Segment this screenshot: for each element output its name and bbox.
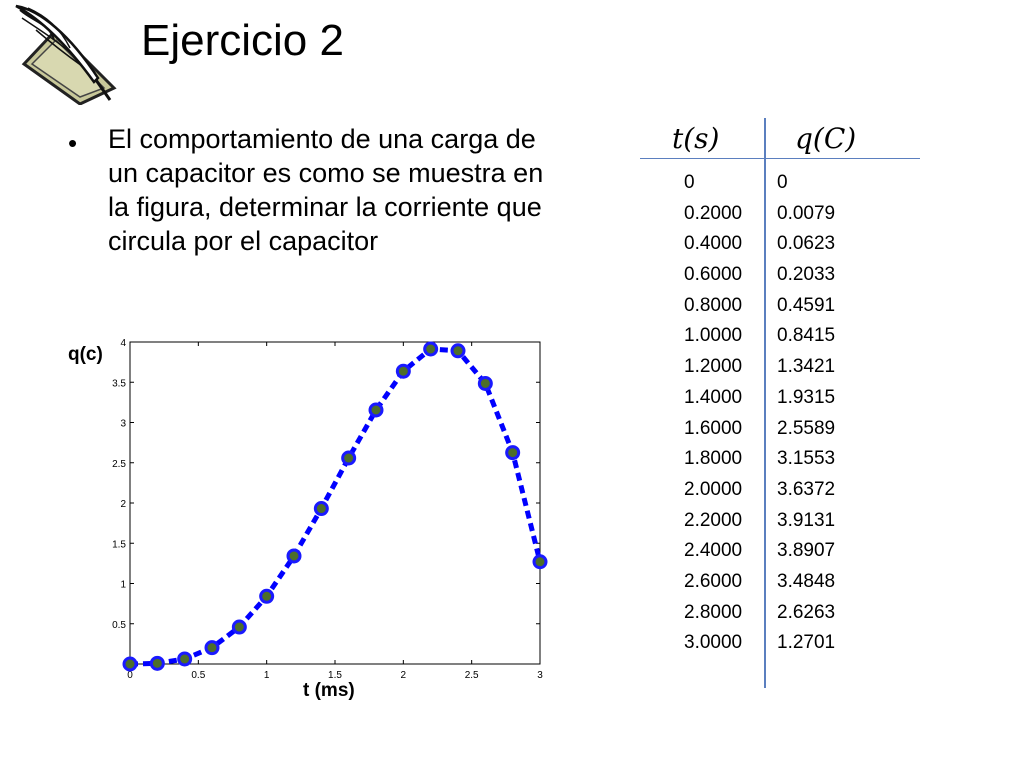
slide-title: Ejercicio 2 [141, 16, 344, 65]
y-tick-label-7: 4 [120, 338, 126, 349]
chart-y-label: q(c) [68, 344, 103, 365]
plot-frame [129, 341, 541, 665]
data-point-2 [177, 651, 193, 667]
table-cell-t-15: 3.0000 [684, 632, 743, 654]
data-point-15 [532, 554, 548, 570]
y-tick-label-5: 3 [120, 419, 126, 430]
table-column-t: 0 0.2000 0.4000 0.6000 0.8000 1.0000 1.2000 1.4… [684, 168, 742, 659]
y-tick-label-1: 1 [120, 580, 126, 591]
y-tick-label-3: 2 [120, 499, 126, 510]
table-cell-t-10: 2.0000 [684, 478, 743, 500]
table-cell-q-3: 0.2033 [777, 264, 836, 286]
x-tick-label-4: 2 [401, 670, 407, 681]
series-line-0 [129, 346, 543, 667]
x-tick-label-1: 0.5 [191, 670, 205, 681]
y-tick-label-0: 0.5 [112, 620, 126, 631]
table-cell-q-15: 1.2701 [777, 632, 836, 654]
table-cell-t-1: 0.2000 [684, 202, 743, 224]
table-header-t: t(s) [672, 122, 720, 155]
table-cell-q-8: 2.5589 [777, 417, 836, 439]
table-cell-t-5: 1.0000 [684, 325, 743, 347]
table-cell-q-14: 2.6263 [777, 601, 836, 623]
table-cell-t-12: 2.4000 [684, 540, 743, 562]
x-tick-label-5: 2.5 [465, 670, 479, 681]
table-cell-q-10: 3.6372 [777, 478, 836, 500]
table-header-q: q(C) [795, 122, 857, 155]
data-point-11 [423, 341, 439, 357]
table-cell-q-13: 3.4848 [777, 570, 836, 592]
table-cell-q-7: 1.9315 [777, 386, 836, 408]
y-tick-label-4: 2.5 [112, 459, 126, 470]
data-point-6 [286, 548, 302, 564]
data-point-12 [450, 343, 466, 359]
table-cell-q-12: 3.8907 [777, 540, 836, 562]
table-cell-t-13: 2.6000 [684, 570, 743, 592]
x-tick-label-3: 1.5 [328, 670, 342, 681]
table-header-divider [640, 158, 920, 159]
table-cell-q-6: 1.3421 [777, 356, 836, 378]
table-cell-q-5: 0.8415 [777, 325, 836, 347]
bullet-text: El comportamiento de una carga de un cap… [108, 124, 544, 256]
table-cell-t-9: 1.8000 [684, 448, 743, 470]
y-tick-label-2: 1.5 [112, 539, 126, 550]
table-cell-t-2: 0.4000 [684, 233, 743, 255]
data-table: t(s) q(C) 0 0.2000 0.4000 0.6000 0.8000 1.000… [640, 110, 940, 690]
table-cell-q-4: 0.4591 [777, 294, 836, 316]
table-cell-q-11: 3.9131 [777, 509, 836, 531]
chart-x-label: t (ms) [303, 680, 355, 701]
table-cell-q-2: 0.0623 [777, 233, 836, 255]
data-point-10 [395, 363, 411, 379]
table-cell-q-0: 0 [777, 172, 788, 193]
data-point-13 [477, 375, 493, 391]
data-point-7 [313, 501, 329, 517]
bullet-dot: • [68, 128, 78, 158]
table-cell-q-1: 0.0079 [777, 202, 836, 224]
table-cell-t-6: 1.2000 [684, 356, 743, 378]
data-point-0 [122, 656, 138, 672]
table-cell-q-9: 3.1553 [777, 448, 836, 470]
data-point-3 [204, 640, 220, 656]
table-cell-t-8: 1.6000 [684, 417, 743, 439]
table-cell-t-7: 1.4000 [684, 386, 743, 408]
table-column-divider [764, 118, 766, 688]
x-tick-label-6: 3 [537, 670, 543, 681]
data-point-4 [231, 619, 247, 635]
x-tick-label-0: 0 [127, 670, 133, 681]
table-cell-t-11: 2.2000 [684, 509, 743, 531]
data-point-14 [505, 445, 521, 461]
data-point-8 [341, 450, 357, 466]
y-tick-label-6: 3.5 [112, 378, 126, 389]
table-column-q: 0 0.0079 0.0623 0.2033 0.4591 0.8415 1.3421 1.9… [777, 168, 835, 659]
table-cell-t-14: 2.8000 [684, 601, 743, 623]
table-cell-t-3: 0.6000 [684, 264, 743, 286]
data-point-9 [368, 402, 384, 418]
data-point-5 [259, 588, 275, 604]
x-tick-label-2: 1 [264, 670, 270, 681]
table-cell-t-4: 0.8000 [684, 294, 743, 316]
data-point-1 [149, 655, 165, 671]
quill-icon [15, 4, 117, 105]
charge-chart: 0 0.5 1 1.5 2 2.5 3 0.5 1 1.5 2 2.5 3 3.5 4 [112, 338, 548, 681]
table-cell-t-0: 0 [684, 172, 695, 193]
